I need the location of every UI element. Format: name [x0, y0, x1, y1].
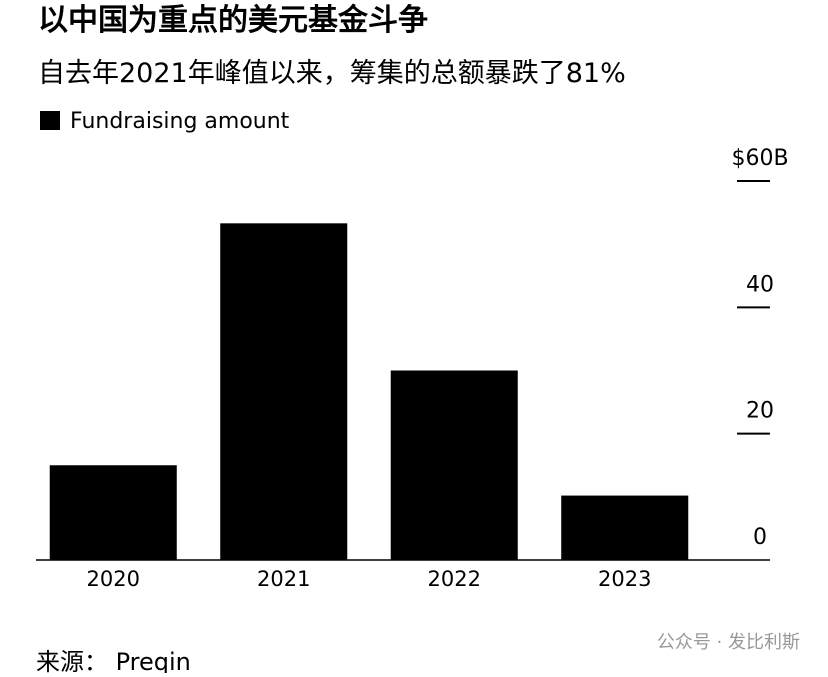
- y-tick-label: 20: [746, 399, 774, 424]
- chart-title: 以中国为重点的美元基金斗争: [38, 3, 428, 38]
- legend-label: Fundraising amount: [70, 109, 290, 134]
- x-tick-label: 2021: [257, 567, 310, 591]
- watermark: 公众号 · 发比利斯: [657, 632, 800, 653]
- x-tick-label: 2023: [598, 567, 651, 591]
- y-tick-label: $60B: [731, 146, 788, 171]
- bar: [49, 465, 177, 560]
- y-tick-label: 0: [753, 525, 767, 550]
- source: 来源： Preqin: [36, 648, 191, 673]
- legend-swatch: [40, 111, 60, 130]
- bar: [561, 495, 689, 560]
- bar: [390, 370, 518, 560]
- chart-subtitle: 自去年2021年峰值以来，筹集的总额暴跌了81%: [38, 58, 626, 89]
- y-tick-label: 40: [746, 272, 774, 297]
- x-tick-label: 2020: [87, 567, 140, 591]
- bar: [220, 223, 348, 561]
- x-tick-label: 2022: [428, 567, 481, 591]
